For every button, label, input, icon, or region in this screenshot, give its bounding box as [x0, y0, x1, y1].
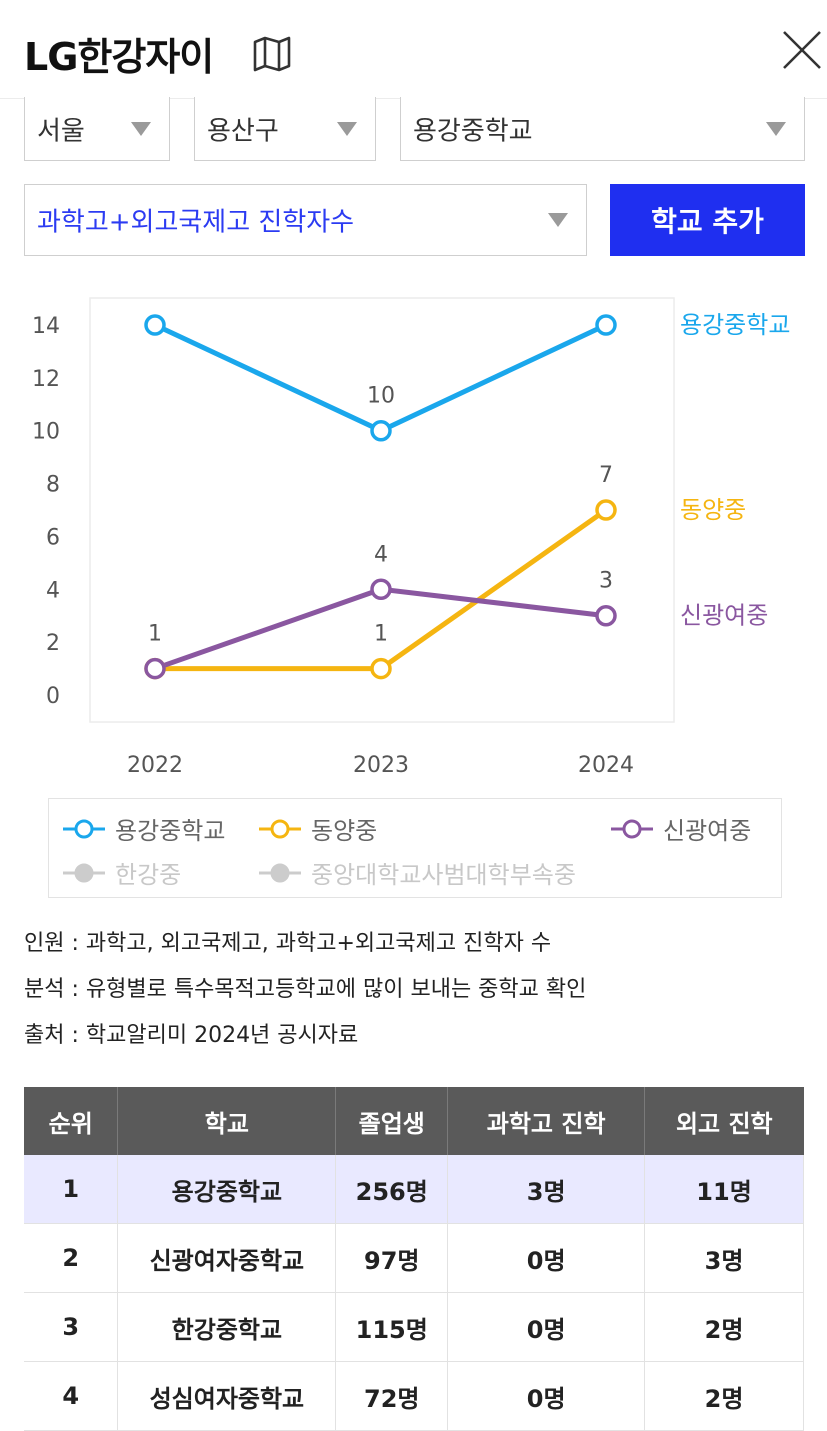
- school-select[interactable]: 용강중학교: [400, 97, 805, 161]
- data-label: 1: [374, 622, 388, 647]
- x-tick-label: 2022: [127, 753, 183, 778]
- legend-label: 신광여중: [663, 817, 752, 845]
- graduates-cell: 72명: [335, 1361, 449, 1431]
- legend-label: 동양중: [311, 817, 378, 845]
- data-point[interactable]: [144, 657, 166, 680]
- note-source: 출처 : 학교알리미 2024년 공시자료: [24, 1023, 359, 1048]
- legend-item[interactable]: 한강중: [61, 855, 181, 890]
- school-cell: 성심여자중학교: [117, 1361, 337, 1431]
- table-header-row: 순위 학교 졸업생 과학고 진학 외고 진학: [24, 1087, 804, 1155]
- rank-cell: 1: [24, 1155, 119, 1224]
- data-point[interactable]: [144, 314, 166, 336]
- city-select[interactable]: 서울: [24, 97, 170, 161]
- foreign-cell: 2명: [644, 1292, 804, 1362]
- x-tick-label: 2024: [578, 753, 634, 778]
- y-tick-label: 12: [32, 367, 60, 392]
- data-label: 7: [599, 463, 613, 488]
- school-cell: 신광여자중학교: [117, 1223, 337, 1293]
- y-tick-label: 2: [46, 631, 60, 656]
- data-label: 4: [374, 542, 388, 567]
- data-point[interactable]: [370, 578, 392, 601]
- district-select[interactable]: 용산구: [194, 97, 376, 161]
- plot-area: [89, 297, 675, 723]
- school-select-value: 용강중학교: [413, 116, 533, 146]
- data-label: 10: [367, 384, 395, 409]
- y-tick-label: 0: [46, 684, 60, 709]
- table-row[interactable]: 2 신광여자중학교 97명 0명 3명: [24, 1223, 804, 1293]
- legend-item[interactable]: 신광여중: [609, 811, 751, 846]
- foreign-cell: 11명: [644, 1155, 804, 1224]
- data-point[interactable]: [370, 419, 392, 442]
- series-end-label: 신광여중: [680, 602, 768, 630]
- graduates-cell: 97명: [335, 1223, 449, 1293]
- legend-marker-icon: [611, 819, 653, 838]
- legend-marker-icon: [259, 863, 301, 882]
- table-row[interactable]: 1 용강중학교 256명 3명 11명: [24, 1155, 804, 1224]
- rank-cell: 2: [24, 1223, 119, 1293]
- ranking-table: 순위 학교 졸업생 과학고 진학 외고 진학 1 용강중학교 256명 3명 1…: [24, 1087, 804, 1431]
- data-label: 1: [148, 622, 162, 647]
- district-select-value: 용산구: [207, 116, 279, 146]
- map-icon[interactable]: [252, 36, 292, 72]
- close-icon[interactable]: [780, 28, 824, 72]
- graduates-cell: 256명: [335, 1155, 449, 1224]
- rank-cell: 4: [24, 1361, 119, 1431]
- science-cell: 0명: [447, 1292, 646, 1362]
- note-analysis: 분석 : 유형별로 특수목적고등학교에 많이 보내는 중학교 확인: [24, 977, 587, 1002]
- rank-cell: 3: [24, 1292, 119, 1362]
- foreign-cell: 2명: [644, 1361, 804, 1431]
- table-row[interactable]: 3 한강중학교 115명 0명 2명: [24, 1292, 804, 1362]
- x-tick-label: 2023: [353, 753, 409, 778]
- legend-marker-icon: [63, 819, 105, 838]
- y-tick-label: 6: [46, 525, 60, 550]
- dropdown-arrow-icon: [131, 121, 151, 136]
- legend-item[interactable]: 중앙대학교사범대학부속중: [257, 855, 576, 890]
- data-point[interactable]: [595, 499, 617, 521]
- series-end-label: 용강중학교: [680, 311, 790, 339]
- chart-notes: 인원 : 과학고, 외고국제고, 과학고+외고국제고 진학자 수 분석 : 유형…: [24, 926, 586, 1064]
- school-cell: 한강중학교: [117, 1292, 337, 1362]
- table-row[interactable]: 4 성심여자중학교 72명 0명 2명: [24, 1361, 804, 1431]
- metric-select[interactable]: 과학고+외고국제고 진학자수: [24, 184, 587, 256]
- science-cell: 0명: [447, 1223, 646, 1293]
- foreign-cell: 3명: [644, 1223, 804, 1293]
- y-tick-label: 4: [46, 578, 60, 603]
- y-tick-label: 14: [32, 314, 60, 339]
- col-header-foreign[interactable]: 외고 진학: [644, 1087, 804, 1155]
- dropdown-arrow-icon: [766, 121, 786, 136]
- data-point[interactable]: [595, 604, 617, 627]
- school-cell: 용강중학교: [117, 1155, 337, 1224]
- dropdown-arrow-icon: [548, 213, 568, 227]
- data-point[interactable]: [370, 657, 392, 680]
- col-header-science[interactable]: 과학고 진학: [447, 1087, 646, 1155]
- legend-item[interactable]: 동양중: [257, 811, 377, 846]
- data-point[interactable]: [595, 314, 617, 336]
- app-title: LG한강자이: [24, 35, 214, 79]
- graduates-cell: 115명: [335, 1292, 449, 1362]
- metric-select-value: 과학고+외고국제고 진학자수: [37, 207, 355, 238]
- col-header-graduates[interactable]: 졸업생: [335, 1087, 449, 1155]
- data-label: 3: [599, 569, 613, 594]
- legend-marker-icon: [63, 863, 105, 882]
- y-tick-label: 8: [46, 473, 60, 498]
- legend-label: 중앙대학교사범대학부속중: [311, 861, 576, 889]
- col-header-school[interactable]: 학교: [117, 1087, 337, 1155]
- series-end-label: 동양중: [680, 496, 746, 524]
- dropdown-arrow-icon: [337, 121, 357, 136]
- col-header-rank[interactable]: 순위: [24, 1087, 119, 1155]
- science-cell: 3명: [447, 1155, 646, 1224]
- header: LG한강자이: [0, 0, 827, 99]
- note-count: 인원 : 과학고, 외고국제고, 과학고+외고국제고 진학자 수: [24, 931, 552, 956]
- legend-label: 한강중: [115, 861, 182, 889]
- science-cell: 0명: [447, 1361, 646, 1431]
- city-select-value: 서울: [37, 116, 85, 146]
- add-school-button[interactable]: 학교 추가: [610, 184, 805, 256]
- y-tick-label: 10: [32, 420, 60, 445]
- legend-label: 용강중학교: [115, 817, 226, 845]
- legend-item[interactable]: 용강중학교: [61, 811, 225, 846]
- legend-marker-icon: [259, 819, 301, 838]
